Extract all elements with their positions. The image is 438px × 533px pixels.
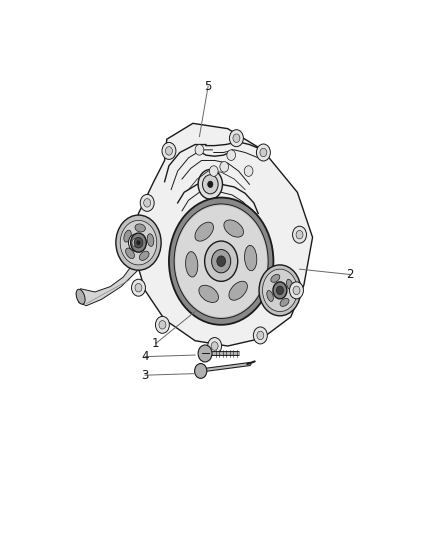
Circle shape xyxy=(257,331,264,340)
Circle shape xyxy=(293,286,300,295)
Circle shape xyxy=(194,364,207,378)
Circle shape xyxy=(134,237,143,248)
Ellipse shape xyxy=(147,234,154,246)
Circle shape xyxy=(290,282,304,299)
Circle shape xyxy=(128,234,142,251)
Circle shape xyxy=(174,204,268,318)
Circle shape xyxy=(233,134,240,142)
Circle shape xyxy=(212,249,231,273)
Circle shape xyxy=(137,240,140,245)
Ellipse shape xyxy=(280,298,289,306)
Circle shape xyxy=(120,220,157,265)
Circle shape xyxy=(253,327,267,344)
Circle shape xyxy=(208,181,213,188)
Ellipse shape xyxy=(224,220,244,237)
Circle shape xyxy=(131,279,145,296)
Circle shape xyxy=(211,342,218,350)
Circle shape xyxy=(276,286,283,295)
Circle shape xyxy=(140,195,154,212)
Ellipse shape xyxy=(286,279,293,290)
Circle shape xyxy=(256,144,270,161)
Ellipse shape xyxy=(199,285,219,303)
Polygon shape xyxy=(134,123,313,346)
Text: 1: 1 xyxy=(152,337,159,350)
Circle shape xyxy=(176,206,267,317)
Circle shape xyxy=(131,233,146,252)
Circle shape xyxy=(230,130,244,147)
Polygon shape xyxy=(76,262,141,306)
Text: 2: 2 xyxy=(346,268,353,281)
Circle shape xyxy=(198,169,223,199)
Circle shape xyxy=(217,256,226,266)
Circle shape xyxy=(208,337,222,354)
Ellipse shape xyxy=(126,248,134,259)
Circle shape xyxy=(244,166,253,176)
Ellipse shape xyxy=(124,230,131,242)
Circle shape xyxy=(169,198,273,325)
Circle shape xyxy=(144,199,151,207)
Circle shape xyxy=(135,284,142,292)
Circle shape xyxy=(273,282,287,299)
Ellipse shape xyxy=(135,224,145,232)
Circle shape xyxy=(159,320,166,329)
Ellipse shape xyxy=(244,245,257,271)
Circle shape xyxy=(162,142,176,159)
Ellipse shape xyxy=(271,274,280,282)
Circle shape xyxy=(205,241,238,281)
Circle shape xyxy=(260,148,267,157)
Circle shape xyxy=(227,150,236,160)
Text: 5: 5 xyxy=(205,80,212,93)
Circle shape xyxy=(259,265,301,316)
Circle shape xyxy=(195,144,204,155)
Circle shape xyxy=(293,226,307,243)
Circle shape xyxy=(116,215,161,270)
Ellipse shape xyxy=(229,281,247,300)
Circle shape xyxy=(166,147,173,155)
Circle shape xyxy=(132,238,139,247)
Ellipse shape xyxy=(139,251,149,260)
Circle shape xyxy=(198,345,212,362)
Circle shape xyxy=(220,161,229,172)
Circle shape xyxy=(155,317,170,333)
Ellipse shape xyxy=(267,290,273,302)
Circle shape xyxy=(202,175,218,194)
Circle shape xyxy=(296,230,303,239)
Circle shape xyxy=(209,166,218,176)
Ellipse shape xyxy=(195,222,213,241)
Ellipse shape xyxy=(186,252,198,277)
Text: 4: 4 xyxy=(141,350,149,363)
Circle shape xyxy=(262,269,297,312)
Ellipse shape xyxy=(76,289,85,304)
Text: 3: 3 xyxy=(141,369,148,382)
